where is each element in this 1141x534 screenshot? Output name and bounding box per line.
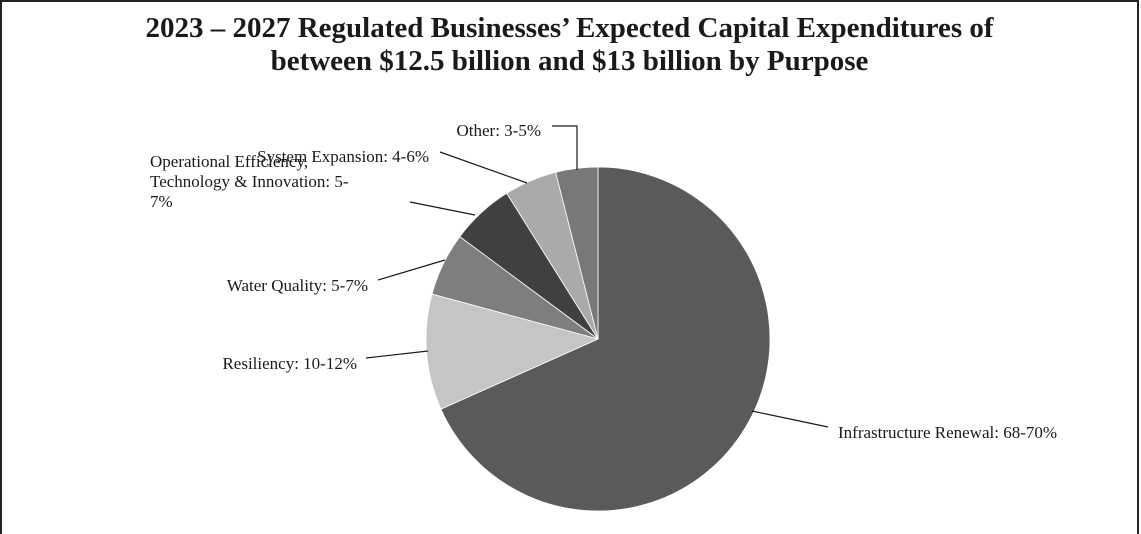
slice-label: Other: 3-5% [456, 121, 541, 140]
slice-label: System Expansion: 4-6% [257, 147, 429, 166]
leader-line [751, 410, 829, 428]
slice-label-line: System Expansion: 4-6% [257, 147, 429, 166]
pie-slices [425, 166, 771, 512]
chart-title-line-1: 2023 – 2027 Regulated Businesses’ Expect… [145, 12, 994, 44]
pie-slice [440, 166, 771, 512]
leader-line [365, 350, 429, 359]
slice-label: Water Quality: 5-7% [227, 276, 368, 295]
slice-label-line: Other: 3-5% [456, 121, 541, 140]
leader-lines [365, 125, 829, 428]
chart-title-line-2: between $12.5 billion and $13 billion by… [270, 45, 869, 77]
slice-label-line: Infrastructure Renewal: 68-70% [838, 423, 1057, 442]
slice-label-line: 7% [150, 192, 173, 211]
leader-line [377, 259, 446, 281]
leader-line [409, 201, 476, 216]
slice-label: Operational Efficiency, Technology & Inno… [150, 152, 349, 211]
slice-label-line: Technology & Innovation: 5- [150, 172, 349, 191]
slice-labels: Infrastructure Renewal: 68-70% Resiliency… [150, 121, 1057, 442]
leader-line [552, 125, 578, 170]
slice-label-line: Operational Efficiency, [150, 152, 308, 171]
pie-slice [425, 293, 600, 410]
slice-label-line: Water Quality: 5-7% [227, 276, 368, 295]
chart-title: 2023 – 2027 Regulated Businesses’ Expect… [0, 12, 1139, 78]
slice-label-line: Resiliency: 10-12% [222, 354, 357, 373]
slice-label: Infrastructure Renewal: 68-70% [838, 423, 1057, 442]
slice-label: Resiliency: 10-12% [222, 354, 357, 373]
leader-line [439, 151, 528, 184]
